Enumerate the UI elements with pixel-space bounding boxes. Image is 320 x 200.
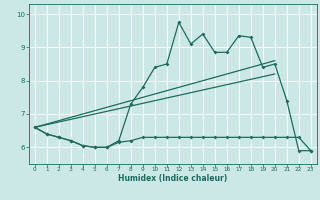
X-axis label: Humidex (Indice chaleur): Humidex (Indice chaleur): [118, 174, 228, 183]
